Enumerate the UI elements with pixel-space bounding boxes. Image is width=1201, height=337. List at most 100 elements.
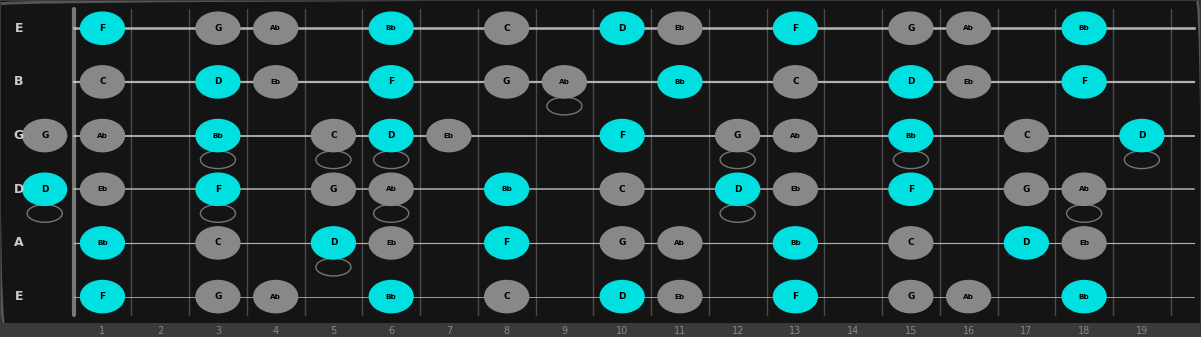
Text: Ab: Ab xyxy=(790,132,801,139)
Ellipse shape xyxy=(658,227,701,259)
Ellipse shape xyxy=(658,280,701,313)
Text: F: F xyxy=(908,185,914,194)
Ellipse shape xyxy=(716,173,759,205)
Ellipse shape xyxy=(80,227,125,259)
Text: C: C xyxy=(1023,131,1029,140)
Ellipse shape xyxy=(369,12,413,44)
Text: E: E xyxy=(14,22,23,35)
Ellipse shape xyxy=(773,227,818,259)
Text: Bb: Bb xyxy=(386,294,396,300)
Text: Ab: Ab xyxy=(97,132,108,139)
Ellipse shape xyxy=(369,227,413,259)
Text: 11: 11 xyxy=(674,326,686,336)
Ellipse shape xyxy=(311,120,355,152)
Ellipse shape xyxy=(196,12,240,44)
Text: Bb: Bb xyxy=(675,79,686,85)
Text: 17: 17 xyxy=(1020,326,1033,336)
Text: C: C xyxy=(793,78,799,86)
Ellipse shape xyxy=(80,280,125,313)
Ellipse shape xyxy=(889,227,933,259)
Ellipse shape xyxy=(1062,66,1106,98)
Text: 12: 12 xyxy=(731,326,743,336)
Text: D: D xyxy=(1139,131,1146,140)
Text: F: F xyxy=(793,24,799,33)
Ellipse shape xyxy=(658,12,701,44)
Text: G: G xyxy=(1023,185,1030,194)
Text: G: G xyxy=(330,185,337,194)
Text: 15: 15 xyxy=(904,326,918,336)
Ellipse shape xyxy=(773,120,818,152)
Text: Eb: Eb xyxy=(790,186,800,192)
Text: D: D xyxy=(41,185,48,194)
Text: Eb: Eb xyxy=(675,25,685,31)
Text: Bb: Bb xyxy=(501,186,512,192)
Text: G: G xyxy=(619,239,626,247)
Text: C: C xyxy=(908,239,914,247)
Text: Eb: Eb xyxy=(963,79,974,85)
Text: Bb: Bb xyxy=(213,132,223,139)
Text: D: D xyxy=(388,131,395,140)
Ellipse shape xyxy=(600,280,644,313)
Text: D: D xyxy=(330,239,337,247)
Ellipse shape xyxy=(485,227,528,259)
Ellipse shape xyxy=(428,120,471,152)
Text: Ab: Ab xyxy=(270,294,281,300)
Text: F: F xyxy=(388,78,394,86)
Ellipse shape xyxy=(485,280,528,313)
Text: F: F xyxy=(619,131,626,140)
Text: Ab: Ab xyxy=(558,79,569,85)
Text: Bb: Bb xyxy=(790,240,801,246)
Text: Ab: Ab xyxy=(1078,186,1089,192)
Text: E: E xyxy=(14,290,23,303)
Ellipse shape xyxy=(658,66,701,98)
Ellipse shape xyxy=(946,12,991,44)
Ellipse shape xyxy=(80,66,125,98)
Ellipse shape xyxy=(196,66,240,98)
Text: Eb: Eb xyxy=(270,79,281,85)
Text: Eb: Eb xyxy=(1078,240,1089,246)
Text: Ab: Ab xyxy=(963,294,974,300)
Text: C: C xyxy=(503,292,510,301)
Ellipse shape xyxy=(600,12,644,44)
Text: G: G xyxy=(214,24,222,33)
Ellipse shape xyxy=(600,120,644,152)
Ellipse shape xyxy=(889,66,933,98)
Ellipse shape xyxy=(196,280,240,313)
Ellipse shape xyxy=(485,173,528,205)
Text: C: C xyxy=(503,24,510,33)
Ellipse shape xyxy=(773,66,818,98)
Text: G: G xyxy=(13,129,24,142)
Ellipse shape xyxy=(253,12,298,44)
Text: F: F xyxy=(100,24,106,33)
Ellipse shape xyxy=(946,66,991,98)
Ellipse shape xyxy=(253,66,298,98)
Text: F: F xyxy=(503,239,509,247)
Text: 3: 3 xyxy=(215,326,221,336)
Ellipse shape xyxy=(600,227,644,259)
Text: Ab: Ab xyxy=(675,240,686,246)
Text: 1: 1 xyxy=(100,326,106,336)
Text: F: F xyxy=(1081,78,1087,86)
Text: 9: 9 xyxy=(561,326,567,336)
Text: F: F xyxy=(215,185,221,194)
Ellipse shape xyxy=(1062,173,1106,205)
Text: Bb: Bb xyxy=(1078,294,1089,300)
Text: G: G xyxy=(503,78,510,86)
Ellipse shape xyxy=(369,66,413,98)
Ellipse shape xyxy=(1119,120,1164,152)
Ellipse shape xyxy=(1004,227,1048,259)
Ellipse shape xyxy=(23,120,66,152)
FancyBboxPatch shape xyxy=(0,0,1201,326)
Text: F: F xyxy=(100,292,106,301)
Text: Eb: Eb xyxy=(675,294,685,300)
Ellipse shape xyxy=(1062,280,1106,313)
Ellipse shape xyxy=(1062,227,1106,259)
Text: 18: 18 xyxy=(1078,326,1091,336)
Ellipse shape xyxy=(889,280,933,313)
Ellipse shape xyxy=(369,173,413,205)
Ellipse shape xyxy=(369,280,413,313)
Text: G: G xyxy=(214,292,222,301)
Ellipse shape xyxy=(1004,120,1048,152)
Ellipse shape xyxy=(196,173,240,205)
Text: D: D xyxy=(13,183,24,196)
